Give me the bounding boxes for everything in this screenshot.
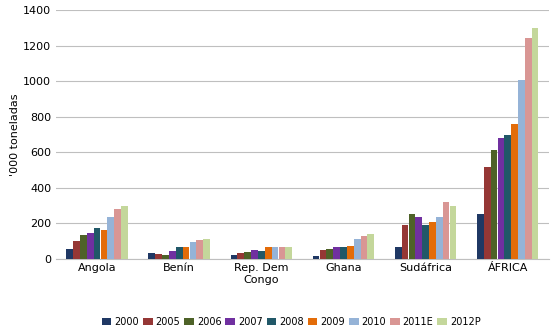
Bar <box>73 241 80 259</box>
Bar <box>80 235 87 259</box>
Bar <box>347 246 354 259</box>
Bar <box>395 246 402 259</box>
Bar <box>497 138 504 259</box>
Bar <box>189 242 196 259</box>
Bar <box>443 202 450 259</box>
Bar <box>244 252 251 259</box>
Bar <box>169 251 176 259</box>
Bar <box>101 230 108 259</box>
Bar <box>108 217 114 259</box>
Bar <box>505 135 511 259</box>
Bar <box>183 246 189 259</box>
Bar <box>532 28 539 259</box>
Bar <box>511 124 518 259</box>
Bar <box>272 246 278 259</box>
Bar <box>162 255 169 259</box>
Bar <box>429 222 436 259</box>
Bar <box>326 249 333 259</box>
Bar <box>340 246 347 259</box>
Bar <box>258 251 265 259</box>
Bar <box>176 247 183 259</box>
Bar <box>320 250 326 259</box>
Legend: 2000, 2005, 2006, 2007, 2008, 2009, 2010, 2011E, 2012P: 2000, 2005, 2006, 2007, 2008, 2009, 2010… <box>102 317 480 327</box>
Bar <box>491 150 497 259</box>
Bar <box>278 247 285 259</box>
Bar <box>416 217 422 259</box>
Bar <box>436 217 442 259</box>
Bar <box>354 239 361 259</box>
Bar <box>286 246 292 259</box>
Bar <box>422 225 429 259</box>
Bar <box>203 238 210 259</box>
Bar <box>121 206 128 259</box>
Bar <box>409 213 416 259</box>
Bar <box>518 80 525 259</box>
Bar <box>402 225 408 259</box>
Bar <box>333 247 340 259</box>
Bar <box>87 233 94 259</box>
Bar <box>66 249 73 259</box>
Bar <box>367 234 374 259</box>
Bar <box>361 236 367 259</box>
Bar <box>114 209 121 259</box>
Bar <box>450 207 456 259</box>
Bar <box>312 256 319 259</box>
Bar <box>155 254 162 259</box>
Bar <box>484 167 491 259</box>
Bar <box>525 39 531 259</box>
Bar <box>237 253 244 259</box>
Bar <box>477 213 484 259</box>
Bar <box>265 247 272 259</box>
Y-axis label: '000 toneladas: '000 toneladas <box>10 93 20 176</box>
Bar <box>197 240 203 259</box>
Bar <box>94 228 100 259</box>
Bar <box>251 250 258 259</box>
Bar <box>231 255 237 259</box>
Bar <box>148 253 155 259</box>
